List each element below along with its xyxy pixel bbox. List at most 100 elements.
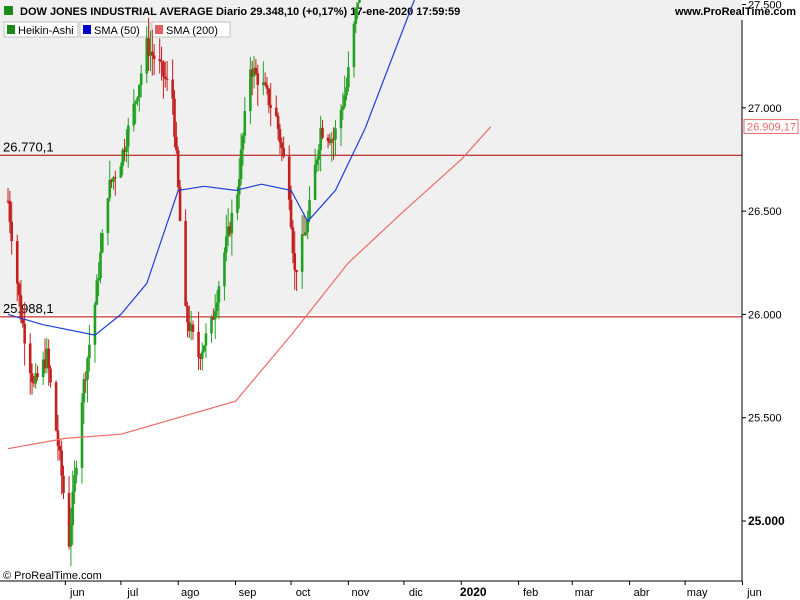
candle-body	[32, 382, 36, 384]
candle-body	[88, 344, 91, 359]
candle-body	[160, 61, 163, 63]
candle-body	[114, 177, 117, 179]
sma-50-line	[7, 0, 416, 336]
header-bar: DOW JONES INDUSTRIAL AVERAGE Diario 29.3…	[4, 6, 796, 18]
candle-body	[99, 252, 102, 279]
candle-body	[293, 253, 297, 270]
candle-body	[274, 107, 278, 117]
candle-body	[119, 166, 123, 178]
candle-body	[126, 125, 130, 147]
candle-body	[71, 491, 75, 526]
candle-body	[256, 73, 260, 85]
candle-body	[280, 142, 284, 148]
candle-body	[289, 199, 293, 228]
candle-body	[210, 317, 213, 334]
candle-body	[23, 323, 26, 344]
candle-body	[21, 319, 25, 324]
x-tick-label: mar	[575, 587, 594, 599]
x-tick-label: jun	[746, 587, 762, 599]
candle-body	[354, 8, 358, 24]
candle-body	[241, 135, 245, 150]
x-axis: jun jul ago sep oct nov dic 2020 feb mar abr may jun	[64, 581, 762, 599]
candle-body	[304, 232, 308, 235]
y-tick-label: 25.000	[748, 514, 785, 528]
y-axis: 25.00025.50026.00026.50027.00027.50028.0…	[742, 0, 785, 528]
candle-body	[302, 234, 306, 236]
candle-body	[82, 379, 86, 403]
site-link[interactable]: www.ProRealTime.com	[674, 6, 796, 18]
candle-body	[147, 38, 150, 56]
legend-box	[151, 21, 231, 38]
candle-body	[136, 97, 139, 102]
candle-body	[213, 311, 217, 320]
candle-body	[178, 187, 182, 221]
candle-body	[45, 348, 49, 368]
candle-body	[282, 147, 285, 157]
candle-body	[358, 0, 361, 3]
candle-body	[212, 317, 215, 320]
candle-body	[10, 221, 13, 242]
shaded-band	[0, 0, 742, 315]
legend-box	[3, 21, 79, 38]
candle-body	[69, 525, 73, 547]
candle-body	[139, 73, 143, 85]
candle-body	[15, 241, 19, 284]
candle-body	[132, 103, 136, 126]
candle-body	[326, 137, 330, 141]
candle-body	[176, 150, 180, 188]
candle-body	[262, 82, 265, 85]
candle-body	[334, 128, 337, 140]
price-tags: 29.348,1029.331,2428.239,7126.909,17	[743, 119, 799, 135]
candle-body	[123, 149, 126, 152]
legend-label: SMA (50)	[94, 25, 140, 37]
candle-body	[341, 106, 345, 110]
candle-body	[269, 105, 272, 108]
x-tick-label: ago	[181, 587, 199, 599]
candle-body	[263, 82, 267, 85]
candle-body	[28, 343, 32, 374]
candle-body	[86, 358, 89, 380]
candle-body	[265, 84, 269, 89]
candle-body	[145, 38, 149, 74]
legend-swatch	[83, 25, 91, 34]
candle-body	[138, 84, 141, 98]
y-tick-label: 26.500	[748, 206, 782, 218]
candle-body	[347, 67, 350, 88]
candle-body	[215, 302, 219, 312]
candle-body	[54, 382, 58, 431]
candle-body	[267, 88, 271, 106]
candle-body	[278, 129, 282, 143]
candle-body	[295, 269, 298, 272]
indicator-legend: Heikin-Ashi SMA (50) SMA (200)	[3, 21, 231, 38]
price-tag-box	[743, 119, 799, 135]
candle-body	[158, 59, 161, 62]
candles	[6, 0, 361, 567]
candle-body	[47, 348, 50, 369]
x-tick-label: jul	[126, 587, 138, 599]
candle-body	[306, 219, 309, 233]
price-tag-sma200: 26.909,17	[747, 122, 796, 134]
candle-body	[121, 149, 124, 167]
candle-body	[197, 331, 200, 358]
x-tick-label: nov	[352, 587, 370, 599]
candle-body	[6, 200, 10, 202]
candle-body	[356, 2, 359, 9]
candle-body	[343, 95, 346, 107]
candle-body	[125, 146, 128, 152]
candle-body	[239, 149, 243, 180]
candle-body	[308, 199, 311, 220]
candle-body	[58, 445, 62, 451]
legend-label: Heikin-Ashi	[18, 25, 74, 37]
candle-body	[237, 179, 241, 195]
level-label: 26.770,1	[3, 139, 54, 154]
candle-body	[230, 212, 234, 234]
x-tick-label: 2020	[460, 585, 487, 599]
candle-body	[84, 379, 87, 381]
candle-body	[152, 55, 156, 60]
legend-swatch	[7, 25, 15, 34]
candle-body	[321, 127, 324, 138]
candle-body	[300, 234, 304, 272]
candle-body	[249, 69, 252, 112]
candle-body	[17, 283, 21, 296]
